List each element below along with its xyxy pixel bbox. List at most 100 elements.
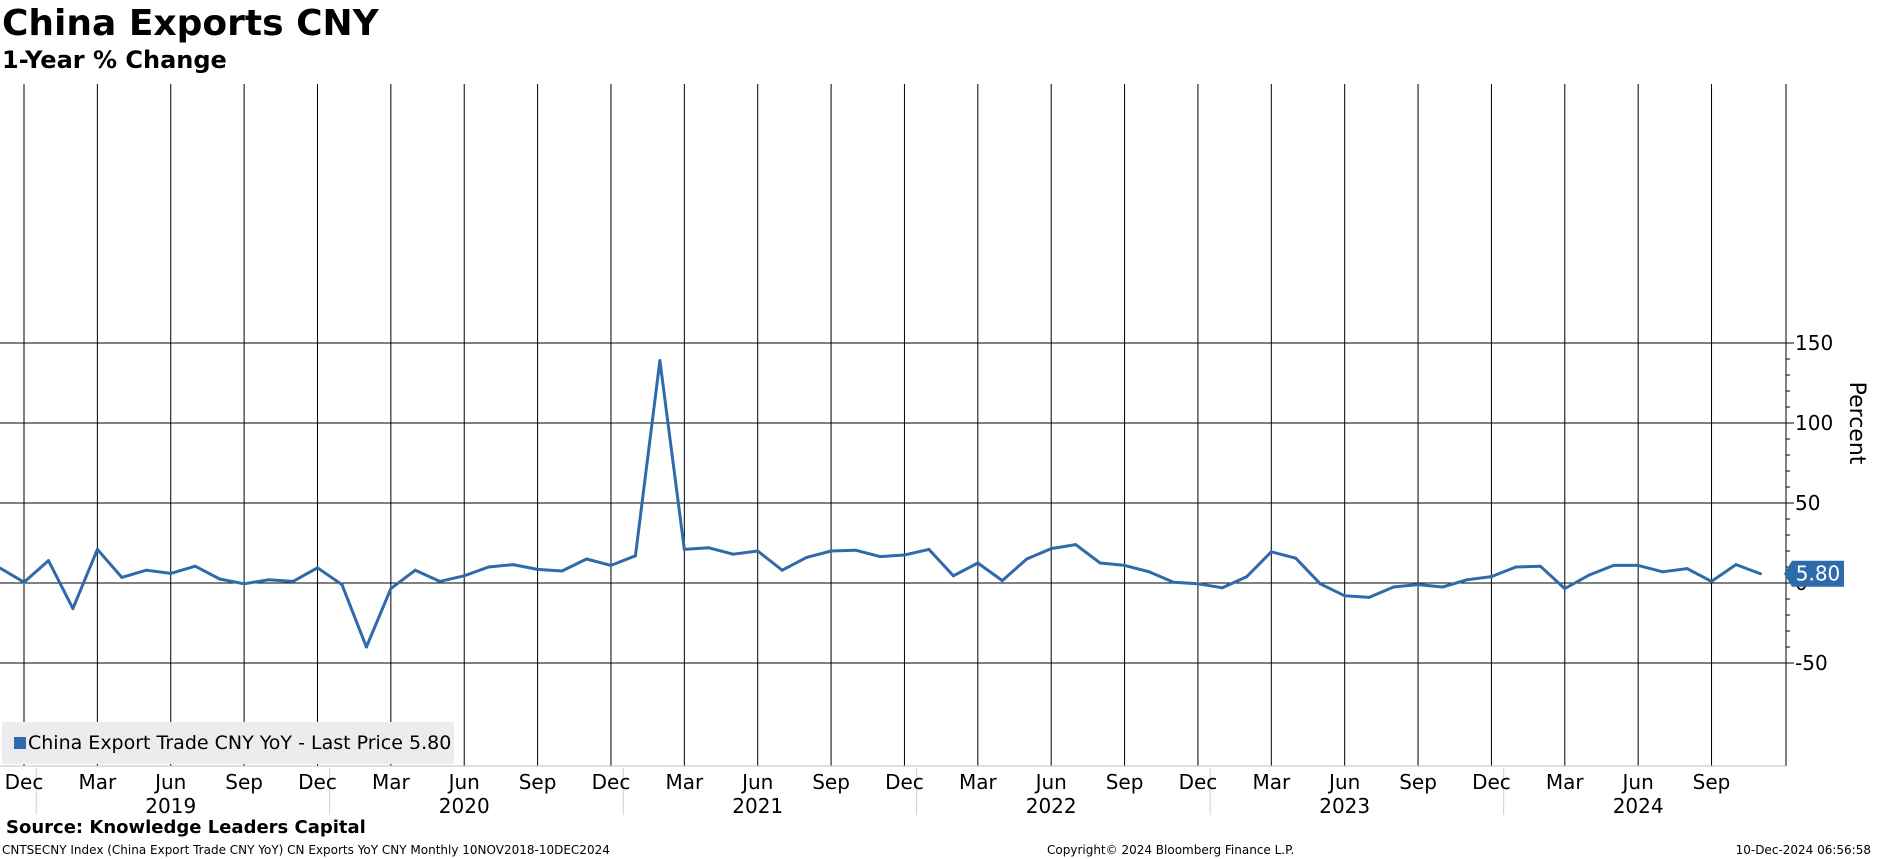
data-point: [0, 566, 2, 570]
last-value-flag: [1784, 560, 1844, 587]
data-point: [609, 563, 613, 567]
data-point: [585, 557, 589, 561]
series-layer: [0, 359, 1762, 649]
data-point: [1220, 586, 1224, 590]
data-point: [218, 577, 222, 581]
data-point: [413, 568, 417, 572]
x-year-label: 2022: [1026, 794, 1077, 818]
data-point: [1294, 556, 1298, 560]
data-point: [95, 547, 99, 551]
last-value-label: 5.80: [1796, 562, 1841, 586]
x-month-label: Sep: [812, 770, 850, 794]
data-point: [1661, 570, 1665, 574]
data-point: [1758, 572, 1762, 576]
legend-label: China Export Trade CNY YoY - Last Price …: [28, 732, 452, 754]
data-point: [1489, 575, 1493, 579]
y-tick-label: -50: [1795, 651, 1828, 675]
axes: [0, 84, 1794, 815]
data-point: [71, 607, 75, 611]
data-point: [1245, 575, 1249, 579]
x-month-label: Dec: [592, 770, 631, 794]
data-point: [364, 645, 368, 649]
x-year-label: 2020: [439, 794, 490, 818]
data-point: [536, 567, 540, 571]
data-point: [1147, 570, 1151, 574]
y-axis-title: Percent: [1844, 382, 1869, 465]
data-point: [780, 568, 784, 572]
data-point: [1000, 579, 1004, 583]
data-point: [1514, 565, 1518, 569]
footer-timestamp: 10-Dec-2024 06:56:58: [1735, 843, 1871, 857]
x-month-label: Dec: [298, 770, 337, 794]
data-point: [1392, 585, 1396, 589]
data-point: [242, 582, 246, 586]
x-month-label: Jun: [1034, 770, 1067, 794]
x-month-label: Jun: [740, 770, 773, 794]
x-month-label: Jun: [1327, 770, 1360, 794]
x-year-label: 2023: [1319, 794, 1370, 818]
data-point: [902, 553, 906, 557]
x-month-label: Mar: [372, 770, 411, 794]
data-point: [1612, 563, 1616, 567]
x-month-label: Dec: [1179, 770, 1218, 794]
y-tick-label: 50: [1795, 491, 1820, 515]
data-point: [756, 549, 760, 553]
data-point: [731, 552, 735, 556]
x-month-label: Dec: [1472, 770, 1511, 794]
x-year-label: 2019: [145, 794, 196, 818]
x-month-label: Mar: [665, 770, 704, 794]
data-point: [1343, 594, 1347, 598]
data-point: [267, 578, 271, 582]
data-point: [1734, 563, 1738, 567]
data-point: [169, 571, 173, 575]
series-line: [0, 359, 1761, 649]
data-point: [1685, 567, 1689, 571]
data-point: [46, 559, 50, 563]
data-point: [1269, 550, 1273, 554]
data-point: [1171, 580, 1175, 584]
data-point: [1098, 561, 1102, 565]
data-point: [633, 554, 637, 558]
data-point: [1563, 587, 1567, 591]
data-point: [1587, 573, 1591, 577]
data-point: [144, 568, 148, 572]
footer-copyright: Copyright© 2024 Bloomberg Finance L.P.: [1047, 843, 1295, 857]
data-point: [976, 561, 980, 565]
legend: China Export Trade CNY YoY - Last Price …: [2, 722, 454, 764]
x-month-label: Mar: [1546, 770, 1585, 794]
data-point: [682, 547, 686, 551]
data-point: [1367, 595, 1371, 599]
x-month-label: Sep: [1399, 770, 1437, 794]
data-point: [1049, 547, 1053, 551]
data-point: [1538, 564, 1542, 568]
data-point: [1416, 583, 1420, 587]
data-point: [658, 359, 662, 363]
data-point: [927, 547, 931, 551]
data-point: [1465, 578, 1469, 582]
data-point: [1636, 563, 1640, 567]
x-month-label: Jun: [447, 770, 480, 794]
legend-swatch: [14, 737, 26, 749]
x-month-label: Sep: [1106, 770, 1144, 794]
data-point: [1710, 579, 1714, 583]
data-point: [805, 555, 809, 559]
data-point: [193, 564, 197, 568]
data-point: [707, 546, 711, 550]
x-month-label: Mar: [79, 770, 118, 794]
data-point: [389, 587, 393, 591]
x-year-label: 2021: [732, 794, 783, 818]
data-point: [878, 555, 882, 559]
data-point: [291, 579, 295, 583]
data-point: [1318, 582, 1322, 586]
data-point: [22, 580, 26, 584]
data-point: [1123, 563, 1127, 567]
data-point: [829, 549, 833, 553]
x-month-label: Jun: [153, 770, 186, 794]
x-month-label: Dec: [5, 770, 44, 794]
data-point: [1196, 582, 1200, 586]
data-point: [1074, 543, 1078, 547]
data-point: [1025, 557, 1029, 561]
x-month-label: Sep: [225, 770, 263, 794]
x-year-label: 2024: [1613, 794, 1664, 818]
